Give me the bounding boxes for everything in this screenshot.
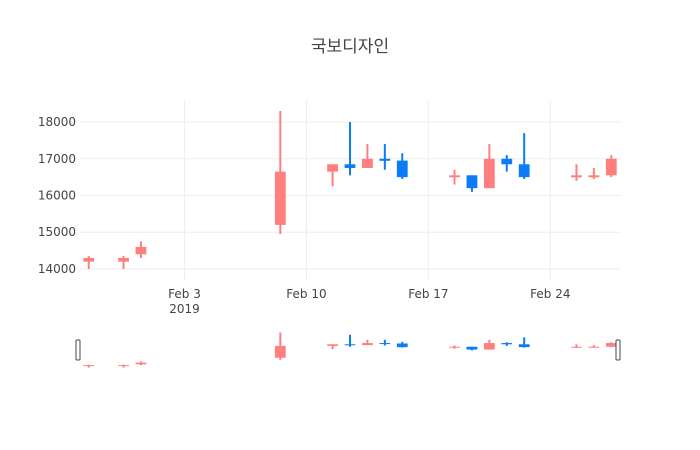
rangeslider-candle-body: [83, 365, 95, 367]
rangeslider-candle-body: [483, 343, 495, 350]
rangeslider-candle-body: [327, 344, 338, 346]
rangeslider-candle-body: [571, 346, 582, 348]
y-tick-label: 17000: [38, 152, 76, 166]
candle-body: [274, 171, 286, 225]
candle-body: [483, 158, 495, 189]
candle-body: [605, 158, 617, 176]
candle-body: [83, 257, 95, 262]
rangeslider-candle-body: [466, 346, 478, 350]
candle-body: [344, 164, 356, 168]
y-tick-label: 18000: [38, 115, 76, 129]
candle-body: [449, 175, 460, 178]
x-tick-label: Feb 3: [168, 287, 201, 301]
rangeslider-candle-body: [362, 343, 373, 346]
chart-title: 국보디자인: [310, 37, 390, 57]
rangeslider-candle-body: [518, 344, 530, 348]
rangeslider-candle-body: [344, 344, 356, 346]
rangeslider-candle-body: [449, 346, 460, 348]
rangeslider-candle-body: [118, 365, 129, 367]
x-tick-sublabel: 2019: [169, 302, 200, 316]
candle-body: [379, 158, 391, 161]
candle-body: [362, 158, 373, 168]
y-tick-label: 16000: [38, 189, 76, 203]
y-tick-label: 14000: [38, 262, 76, 276]
rangeslider-left-handle[interactable]: [75, 339, 81, 361]
x-tick-label: Feb 17: [408, 287, 448, 301]
candle-body: [118, 257, 129, 262]
candle-body: [327, 164, 338, 172]
candle-body: [396, 160, 408, 178]
y-tick-label: 15000: [38, 225, 76, 239]
rangeslider-candle-body: [274, 345, 286, 358]
rangeslider-candle-body: [379, 343, 391, 345]
x-tick-label: Feb 10: [286, 287, 326, 301]
candle-body: [135, 246, 147, 255]
rangeslider-candle-body: [605, 343, 617, 347]
rangeslider-candle-body: [135, 362, 147, 365]
candle-body: [588, 175, 600, 178]
candle-body: [518, 164, 530, 178]
rangeslider-candle-body: [396, 343, 408, 348]
rangeslider-right-handle[interactable]: [615, 339, 621, 361]
candle-body: [501, 158, 513, 165]
candle-body: [571, 175, 582, 178]
rangeslider-candle-body: [588, 346, 600, 348]
rangeslider-candle-body: [501, 343, 513, 345]
x-tick-label: Feb 24: [530, 287, 570, 301]
candle-body: [466, 175, 478, 189]
